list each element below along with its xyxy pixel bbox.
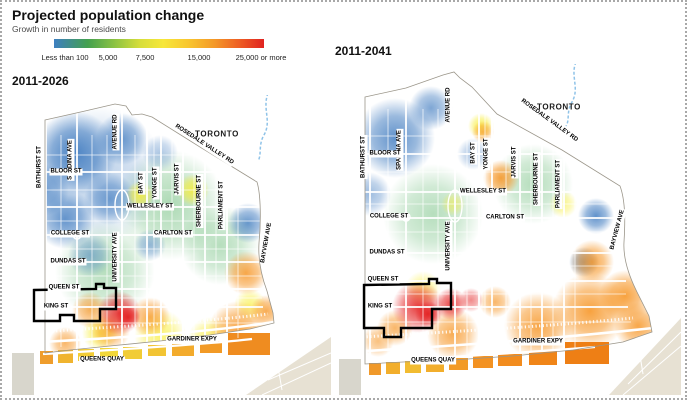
pier — [386, 362, 400, 374]
valley-road — [632, 198, 682, 225]
hotspot-blue — [142, 135, 178, 171]
street-label-queensquay: QUEENS QUAY — [79, 356, 125, 364]
street-label-jarvis: JARVIS ST — [174, 162, 182, 196]
street-label-dundas: DUNDAS ST — [368, 249, 406, 257]
legend-tick-0: Less than 100 — [41, 53, 89, 62]
map-2011-2026: BATHURST ST SPADINA AVE AVENUE RD UNIVERSIT… — [10, 95, 331, 395]
street-label-parliament: PARLIAMENT ST — [218, 179, 226, 231]
study-area-edge — [364, 71, 653, 365]
legend-gradient-bar — [54, 39, 264, 48]
heatmap-svg — [10, 95, 331, 395]
creek — [565, 64, 577, 127]
street-label-bay: BAY ST — [138, 171, 146, 195]
street-label-bathurst: BATHURST ST — [36, 145, 44, 189]
hotspot-blue — [68, 233, 112, 277]
hotspot-blue — [365, 172, 391, 216]
city-label: TORONTO — [537, 102, 581, 112]
hotspot-orange — [570, 240, 614, 284]
hotspot-red — [415, 301, 441, 327]
legend-tick-1: 5,000 — [98, 53, 118, 62]
pier — [369, 363, 381, 375]
street-label-jarvis: JARVIS ST — [511, 145, 519, 179]
street-label-yonge: YONGE ST — [483, 137, 491, 171]
street-label-king: KING ST — [42, 303, 70, 311]
street-label-university: UNIVERSITY AVE — [112, 231, 120, 283]
period-label-right: 2011-2041 — [335, 44, 392, 58]
pier — [148, 345, 166, 356]
page-subtitle: Growth in number of residents — [12, 24, 126, 34]
study-area-edge — [44, 103, 275, 354]
hotspot-blue — [84, 173, 136, 225]
street-label-avenue: AVENUE RD — [445, 86, 453, 124]
highlight-outline-king-district — [362, 277, 453, 339]
street-label-queensquay: QUEENS QUAY — [410, 357, 456, 365]
period-label-left: 2011-2026 — [12, 74, 69, 88]
west-pier — [12, 353, 34, 395]
street-label-wellesley: WELLESLEY ST — [126, 203, 174, 211]
street-label-bloor: BLOOR ST — [49, 168, 83, 176]
queens-park-oval — [447, 189, 463, 223]
highlight-outline-king-district — [32, 282, 118, 323]
street-label-wellesley: WELLESLEY ST — [459, 188, 507, 196]
hotspot-orange — [365, 325, 394, 357]
street-label-queen: QUEEN ST — [366, 276, 400, 284]
street-label-sherbourne: SHERBOURNE ST — [196, 173, 204, 229]
page-title: Projected population change — [12, 7, 205, 23]
legend-tick-3: 15,000 — [187, 53, 211, 62]
pier — [228, 333, 270, 355]
street-label-gardiner: GARDINER EXPY — [512, 338, 564, 346]
valley-road — [622, 97, 682, 190]
street-label-king: KING ST — [366, 303, 394, 311]
queens-quay-road — [42, 337, 253, 356]
valley-road — [256, 104, 329, 183]
valley-road — [269, 199, 321, 226]
city-label: TORONTO — [195, 129, 239, 139]
hotspot-blue — [409, 86, 453, 130]
street-label-carlton: CARLTON ST — [152, 230, 194, 238]
valley-road — [652, 158, 682, 265]
street-label-sherbourne: SHERBOURNE ST — [533, 151, 541, 207]
hotspot-green — [383, 164, 483, 264]
valley-road — [259, 95, 291, 180]
street-label-gardiner: GARDINER EXPY — [166, 336, 218, 344]
legend-tick-4: 25,000 or more — [235, 53, 287, 62]
port-lands — [246, 337, 331, 395]
street-label-dundas: DUNDAS ST — [49, 258, 87, 266]
street-label-yonge: YONGE ST — [152, 166, 160, 200]
pier — [123, 347, 142, 359]
pier — [473, 356, 493, 368]
west-pier — [339, 359, 361, 395]
valley-road — [299, 154, 331, 246]
street-label-bloor: BLOOR ST — [368, 150, 402, 158]
street-label-parliament: PARLIAMENT ST — [555, 158, 563, 210]
port-lands — [609, 318, 681, 395]
street-label-college: COLLEGE ST — [368, 213, 410, 221]
gardiner-road — [39, 320, 275, 344]
hotspot-blue — [228, 203, 268, 243]
street-label-college: COLLEGE ST — [49, 230, 91, 238]
pier — [529, 351, 557, 365]
street-label-queen: QUEEN ST — [47, 284, 81, 292]
street-label-bay: BAY ST — [470, 141, 478, 165]
pier — [172, 344, 194, 356]
hotspot-orange — [250, 295, 274, 327]
street-label-university: UNIVERSITY AVE — [445, 220, 453, 272]
queens-quay-road — [366, 345, 596, 364]
heatmap-svg — [333, 64, 682, 395]
street-label-avenue: AVENUE RD — [112, 113, 120, 151]
gardiner-road — [364, 326, 654, 353]
hotspot-orange — [614, 302, 652, 350]
legend-tick-2: 7,500 — [135, 53, 155, 62]
street-label-bathurst: BATHURST ST — [360, 135, 368, 179]
valley-road — [619, 75, 656, 185]
street-label-carlton: CARLTON ST — [484, 214, 526, 222]
creek — [257, 95, 269, 162]
hotspot-blue — [578, 198, 614, 234]
